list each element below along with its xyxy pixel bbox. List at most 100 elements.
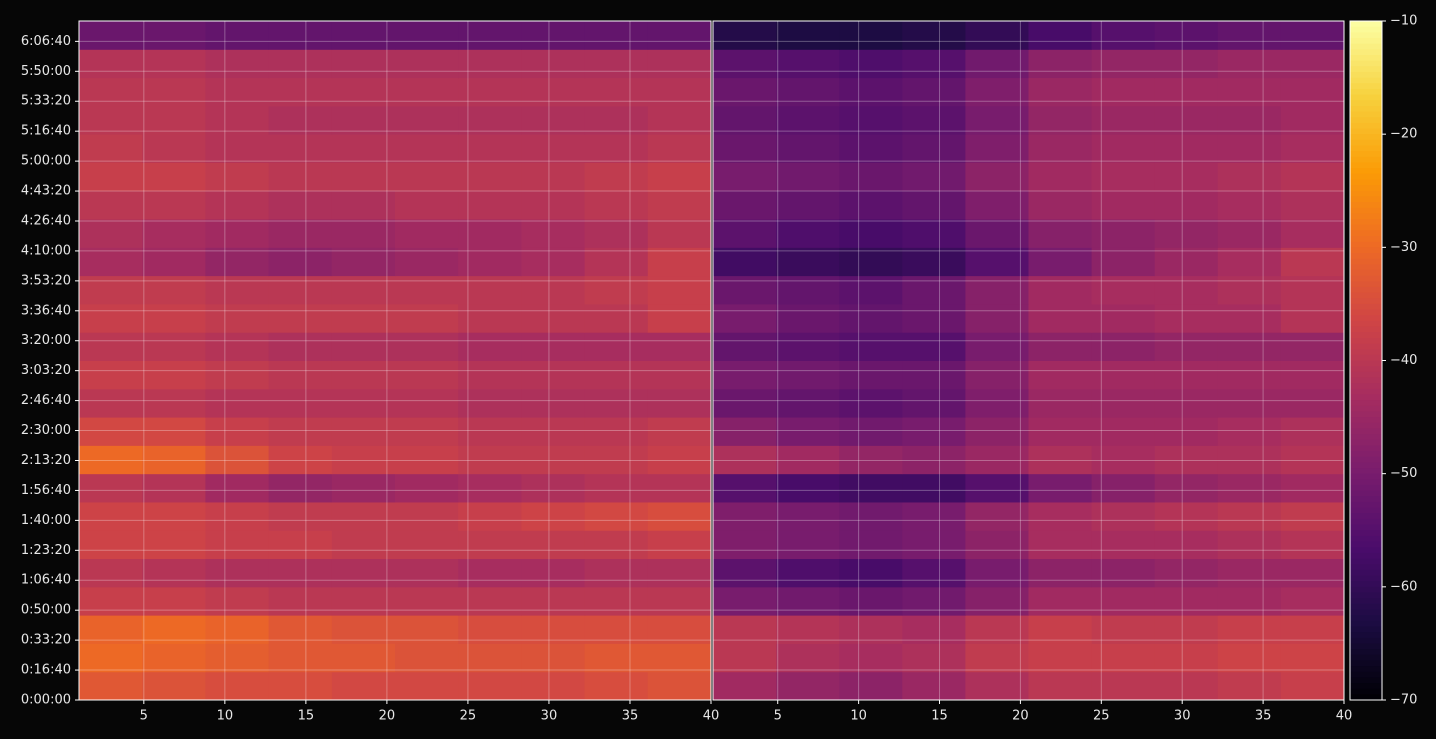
heatmap-cell — [331, 190, 396, 220]
x-tick-label: 10 — [217, 709, 234, 724]
heatmap-cell — [142, 445, 206, 475]
colorbar-segment — [1350, 105, 1382, 113]
heatmap-cell — [1154, 134, 1219, 163]
heatmap-cell — [79, 501, 143, 531]
heatmap-cell — [776, 21, 840, 50]
heatmap-cell — [331, 105, 396, 135]
heatmap-cell — [713, 558, 777, 588]
heatmap-cell — [205, 49, 270, 79]
heatmap-cell — [205, 303, 270, 333]
colorbar-segment — [1350, 236, 1382, 243]
heatmap-cell — [584, 360, 649, 390]
x-tick-label: 5 — [140, 709, 148, 724]
colorbar-tick-label: −10 — [1390, 14, 1417, 29]
heatmap-cell — [521, 501, 586, 531]
heatmap-cell — [521, 162, 586, 192]
heatmap-cell — [521, 134, 586, 163]
heatmap-cell — [776, 615, 840, 644]
heatmap-cell — [142, 643, 206, 673]
heatmap-cell — [584, 105, 649, 135]
heatmap-cell — [1091, 49, 1156, 79]
heatmap-cell — [776, 558, 840, 588]
colorbar-segment — [1350, 683, 1382, 690]
colorbar-segment — [1350, 179, 1382, 186]
heatmap-cell — [647, 586, 712, 616]
heatmap-cell — [839, 558, 903, 588]
heatmap-cell — [713, 21, 777, 50]
heatmap-cell — [205, 275, 270, 305]
heatmap-cell — [776, 417, 840, 446]
heatmap-cell — [1091, 388, 1156, 418]
x-tick-label: 25 — [460, 709, 477, 724]
heatmap-cell — [713, 643, 777, 673]
colorbar-segment — [1350, 411, 1382, 418]
heatmap-cell — [331, 332, 396, 361]
heatmap-cell — [713, 190, 777, 220]
x-tick-label: 20 — [379, 709, 396, 724]
heatmap-cell — [1091, 501, 1156, 531]
colorbar-tick-label: −40 — [1390, 353, 1417, 368]
heatmap-cell — [713, 417, 777, 446]
heatmap-cell — [965, 162, 1029, 192]
heatmap-cell — [395, 247, 459, 277]
colorbar-segment — [1350, 513, 1382, 520]
colorbar-segment — [1350, 479, 1382, 486]
y-tick-label: 3:36:40 — [21, 303, 71, 318]
heatmap-cell — [1280, 558, 1345, 588]
colorbar-segment — [1350, 173, 1382, 181]
heatmap-cell — [521, 558, 586, 588]
heatmap-cell — [205, 671, 270, 701]
heatmap-cell — [395, 417, 459, 446]
heatmap-cell — [205, 501, 270, 531]
heatmap-cell — [1154, 445, 1219, 475]
heatmap-cell — [205, 105, 270, 135]
heatmap-cell — [839, 530, 903, 560]
heatmap-cell — [79, 21, 143, 50]
colorbar-segment — [1350, 83, 1382, 90]
colorbar-tick-label: −60 — [1390, 579, 1417, 594]
heatmap-cell — [965, 219, 1029, 248]
heatmap-cell — [142, 558, 206, 588]
heatmap-cell — [458, 190, 522, 220]
heatmap-cell — [268, 49, 333, 79]
colorbar-segment — [1350, 558, 1382, 565]
heatmap-cell — [268, 417, 333, 446]
colorbar-segment — [1350, 632, 1382, 639]
heatmap-cell — [79, 247, 143, 277]
colorbar-segment — [1350, 213, 1382, 220]
heatmap-cell — [965, 190, 1029, 220]
colorbar-segment — [1350, 439, 1382, 446]
heatmap-cell — [776, 671, 840, 701]
heatmap-cell — [1217, 530, 1282, 560]
heatmap-cell — [268, 134, 333, 163]
heatmap-cell — [902, 219, 966, 248]
heatmap-cell — [268, 558, 333, 588]
colorbar-segment — [1350, 371, 1382, 379]
heatmap-cell — [268, 162, 333, 192]
heatmap-cell — [1154, 275, 1219, 305]
colorbar-segment — [1350, 224, 1382, 231]
y-tick-label: 2:13:20 — [21, 453, 71, 468]
y-tick-label: 0:33:20 — [21, 633, 71, 648]
colorbar-segment — [1350, 247, 1382, 254]
colorbar-segment — [1350, 462, 1382, 469]
heatmap-cell — [395, 275, 459, 305]
colorbar-segment — [1350, 405, 1382, 413]
heatmap-cell — [965, 332, 1029, 361]
heatmap-cell — [142, 360, 206, 390]
heatmap-cell — [1280, 388, 1345, 418]
heatmap-cell — [1154, 615, 1219, 644]
x-tick-label: 30 — [541, 709, 558, 724]
colorbar-segment — [1350, 688, 1382, 695]
colorbar-segment — [1350, 637, 1382, 645]
heatmap-cell — [713, 247, 777, 277]
colorbar-segment — [1350, 615, 1382, 622]
colorbar-segment — [1350, 400, 1382, 407]
colorbar-segment — [1350, 609, 1382, 616]
colorbar-segment — [1350, 122, 1382, 130]
heatmap-cell — [1154, 473, 1219, 503]
colorbar-segment — [1350, 337, 1382, 345]
heatmap-cell — [584, 501, 649, 531]
heatmap-cell — [647, 190, 712, 220]
